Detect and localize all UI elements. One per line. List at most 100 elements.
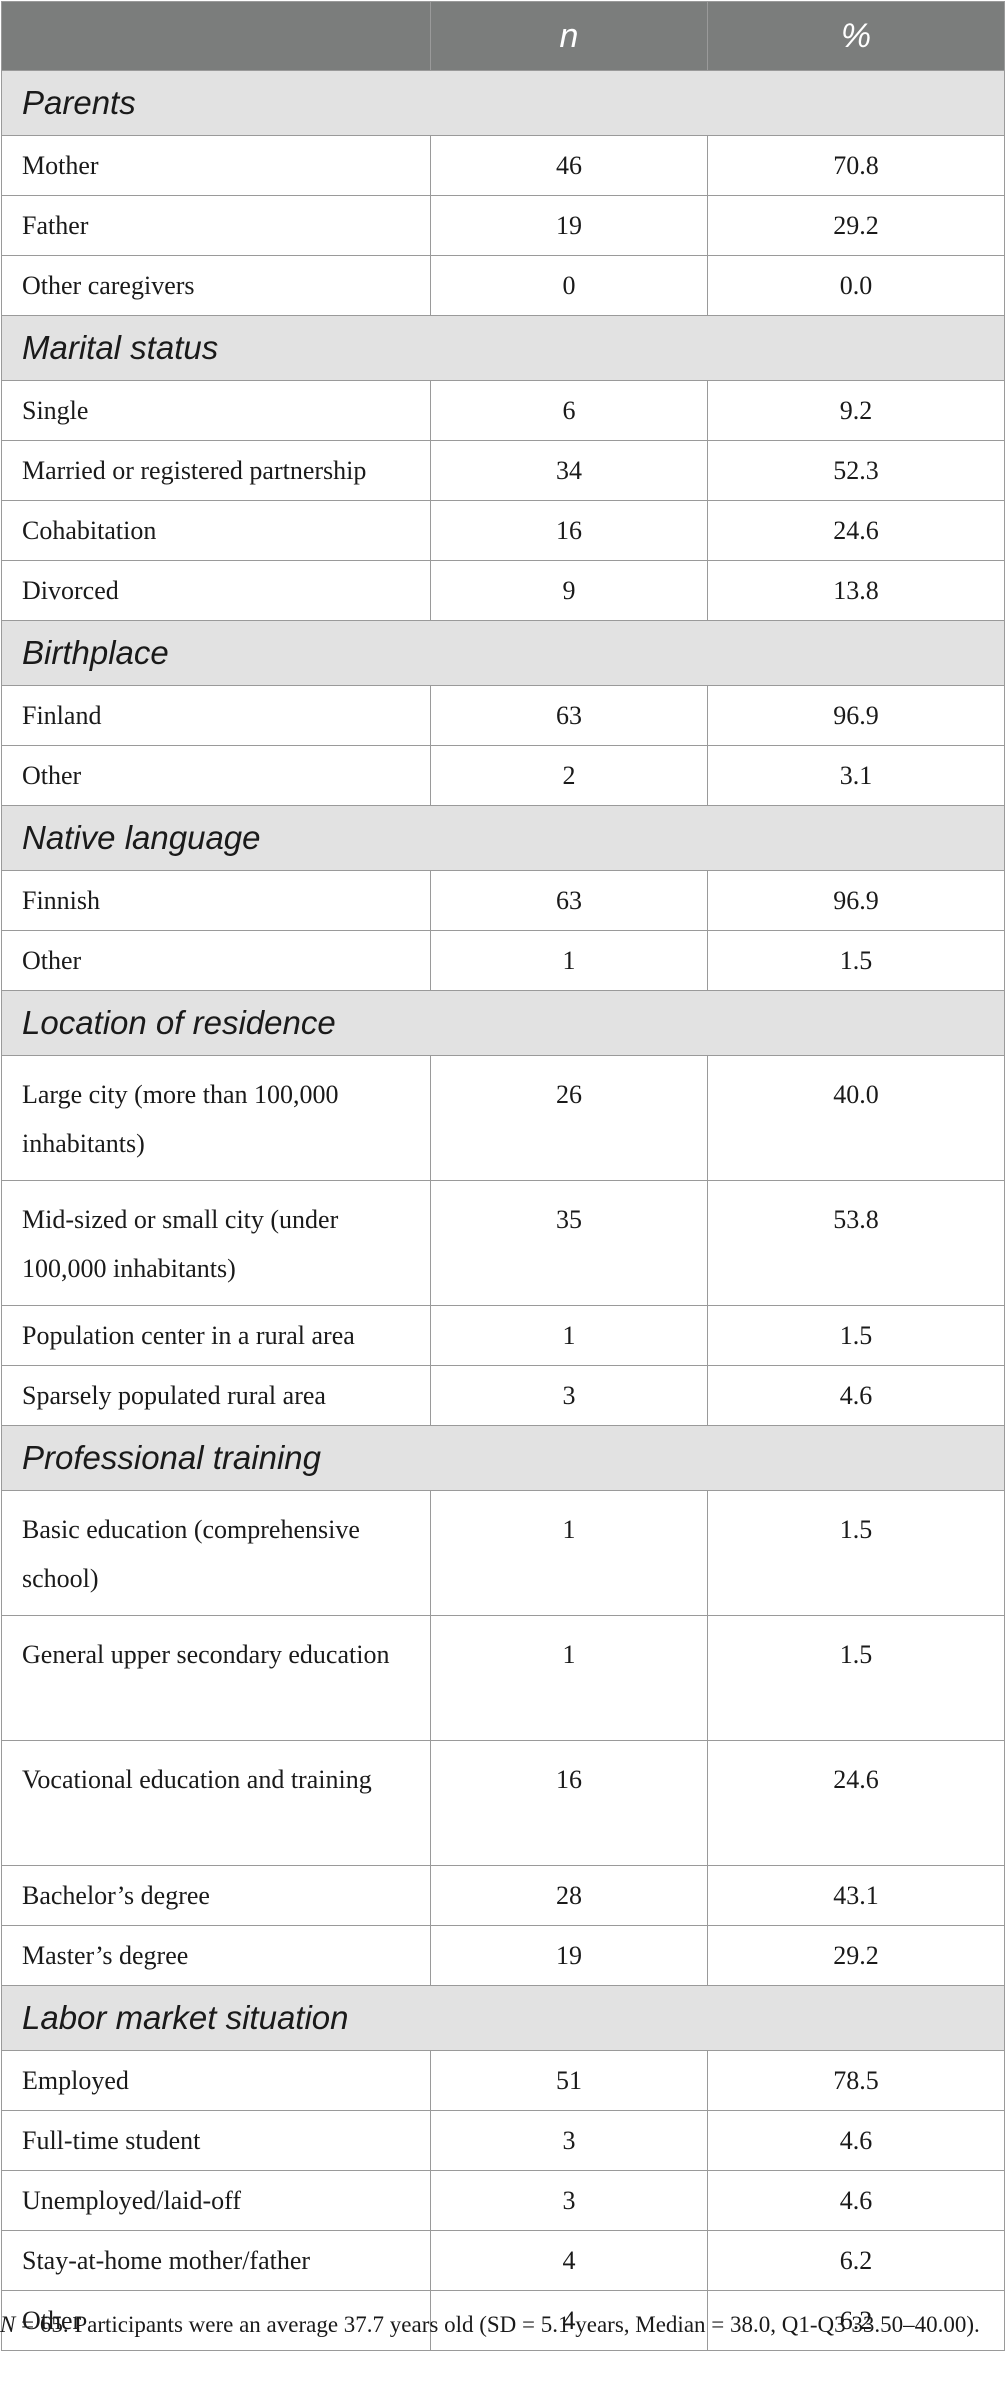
row-pct-value: 24.6 — [707, 500, 1005, 561]
table-row: Other caregivers 0 0.0 — [1, 255, 1005, 316]
row-n-value: 1 — [430, 1615, 708, 1741]
row-pct-value: 53.8 — [707, 1180, 1005, 1306]
table-footnote: N = 65. Participants were an average 37.… — [0, 2308, 1000, 2341]
row-label: Other — [1, 745, 431, 806]
table-row: Sparsely populated rural area 3 4.6 — [1, 1365, 1005, 1426]
row-label: Single — [1, 380, 431, 441]
row-pct-value: 96.9 — [707, 870, 1005, 931]
row-label: Full-time student — [1, 2110, 431, 2171]
table-row: Unemployed/laid-off 3 4.6 — [1, 2170, 1005, 2231]
row-label: Other caregivers — [1, 255, 431, 316]
row-label: Mid-sized or small city (under 100,000 i… — [1, 1180, 431, 1306]
table-row: Large city (more than 100,000 inhabitant… — [1, 1055, 1005, 1181]
row-pct-value: 0.0 — [707, 255, 1005, 316]
row-n-value: 1 — [430, 1305, 708, 1366]
table-row: Father 19 29.2 — [1, 195, 1005, 256]
row-n-value: 28 — [430, 1865, 708, 1926]
row-pct-value: 40.0 — [707, 1055, 1005, 1181]
row-n-value: 19 — [430, 1925, 708, 1986]
row-pct-value: 52.3 — [707, 440, 1005, 501]
row-label: Other — [1, 2290, 431, 2351]
row-label: Basic education (comprehensive school) — [1, 1490, 431, 1616]
row-pct-value: 96.9 — [707, 685, 1005, 746]
row-label: Cohabitation — [1, 500, 431, 561]
table-row: Other 4 6.2 — [1, 2290, 1005, 2351]
row-pct-value: 3.1 — [707, 745, 1005, 806]
row-pct-value: 78.5 — [707, 2050, 1005, 2111]
row-pct-value: 6.2 — [707, 2230, 1005, 2291]
table-body: Parents Mother 46 70.8 Father 19 29.2 Other car… — [1, 70, 1005, 2351]
row-label: Married or registered partnership — [1, 440, 431, 501]
row-pct-value: 29.2 — [707, 195, 1005, 256]
section-row: Labor market situation — [1, 1985, 1005, 2051]
row-label: Sparsely populated rural area — [1, 1365, 431, 1426]
row-n-value: 51 — [430, 2050, 708, 2111]
table-header: n % — [1, 1, 1005, 71]
row-n-value: 4 — [430, 2290, 708, 2351]
row-n-value: 2 — [430, 745, 708, 806]
section-row: Marital status — [1, 315, 1005, 381]
row-n-value: 0 — [430, 255, 708, 316]
footnote-n-symbol: N — [0, 2312, 16, 2337]
row-pct-value: 9.2 — [707, 380, 1005, 441]
row-label: General upper secondary education — [1, 1615, 431, 1741]
section-row: Birthplace — [1, 620, 1005, 686]
header-n-col: n — [430, 1, 708, 71]
row-label: Bachelor’s degree — [1, 1865, 431, 1926]
row-pct-value: 29.2 — [707, 1925, 1005, 1986]
row-n-value: 3 — [430, 2170, 708, 2231]
header-pct-col: % — [707, 1, 1005, 71]
section-title: Labor market situation — [1, 1985, 1005, 2051]
row-pct-value: 1.5 — [707, 1305, 1005, 1366]
row-label: Other — [1, 930, 431, 991]
table-row: Full-time student 3 4.6 — [1, 2110, 1005, 2171]
table-row: Single 6 9.2 — [1, 380, 1005, 441]
row-n-value: 19 — [430, 195, 708, 256]
row-pct-value: 1.5 — [707, 1615, 1005, 1741]
table-row: General upper secondary education 1 1.5 — [1, 1615, 1005, 1741]
table-row: Employed 51 78.5 — [1, 2050, 1005, 2111]
table-row: Mid-sized or small city (under 100,000 i… — [1, 1180, 1005, 1306]
row-pct-value: 1.5 — [707, 930, 1005, 991]
row-n-value: 34 — [430, 440, 708, 501]
row-pct-value: 24.6 — [707, 1740, 1005, 1866]
row-label: Population center in a rural area — [1, 1305, 431, 1366]
row-pct-value: 13.8 — [707, 560, 1005, 621]
row-n-value: 6 — [430, 380, 708, 441]
row-n-value: 63 — [430, 685, 708, 746]
section-row: Parents — [1, 70, 1005, 136]
row-label: Divorced — [1, 560, 431, 621]
section-row: Location of residence — [1, 990, 1005, 1056]
row-label: Mother — [1, 135, 431, 196]
row-n-value: 63 — [430, 870, 708, 931]
row-label: Unemployed/laid-off — [1, 2170, 431, 2231]
row-n-value: 46 — [430, 135, 708, 196]
table-row: Mother 46 70.8 — [1, 135, 1005, 196]
demographics-table: n % Parents Mother 46 70.8 Father 19 29.2 Other… — [1, 1, 1005, 2351]
table-row: Vocational education and training 16 24.6 — [1, 1740, 1005, 1866]
table-row: Other 1 1.5 — [1, 930, 1005, 991]
table-row: Master’s degree 19 29.2 — [1, 1925, 1005, 1986]
row-label: Master’s degree — [1, 1925, 431, 1986]
table-row: Finnish 63 96.9 — [1, 870, 1005, 931]
row-label: Stay-at-home mother/father — [1, 2230, 431, 2291]
footnote-text: = 65. Participants were an average 37.7 … — [15, 2312, 980, 2337]
section-title: Location of residence — [1, 990, 1005, 1056]
row-n-value: 1 — [430, 1490, 708, 1616]
row-n-value: 3 — [430, 2110, 708, 2171]
row-pct-value: 6.2 — [707, 2290, 1005, 2351]
section-title: Native language — [1, 805, 1005, 871]
row-label: Vocational education and training — [1, 1740, 431, 1866]
section-title: Marital status — [1, 315, 1005, 381]
table-row: Stay-at-home mother/father 4 6.2 — [1, 2230, 1005, 2291]
row-n-value: 3 — [430, 1365, 708, 1426]
table-row: Other 2 3.1 — [1, 745, 1005, 806]
table-row: Finland 63 96.9 — [1, 685, 1005, 746]
table-row: Population center in a rural area 1 1.5 — [1, 1305, 1005, 1366]
row-pct-value: 4.6 — [707, 2170, 1005, 2231]
section-row: Professional training — [1, 1425, 1005, 1491]
row-label: Large city (more than 100,000 inhabitant… — [1, 1055, 431, 1181]
section-title: Parents — [1, 70, 1005, 136]
row-n-value: 35 — [430, 1180, 708, 1306]
section-row: Native language — [1, 805, 1005, 871]
